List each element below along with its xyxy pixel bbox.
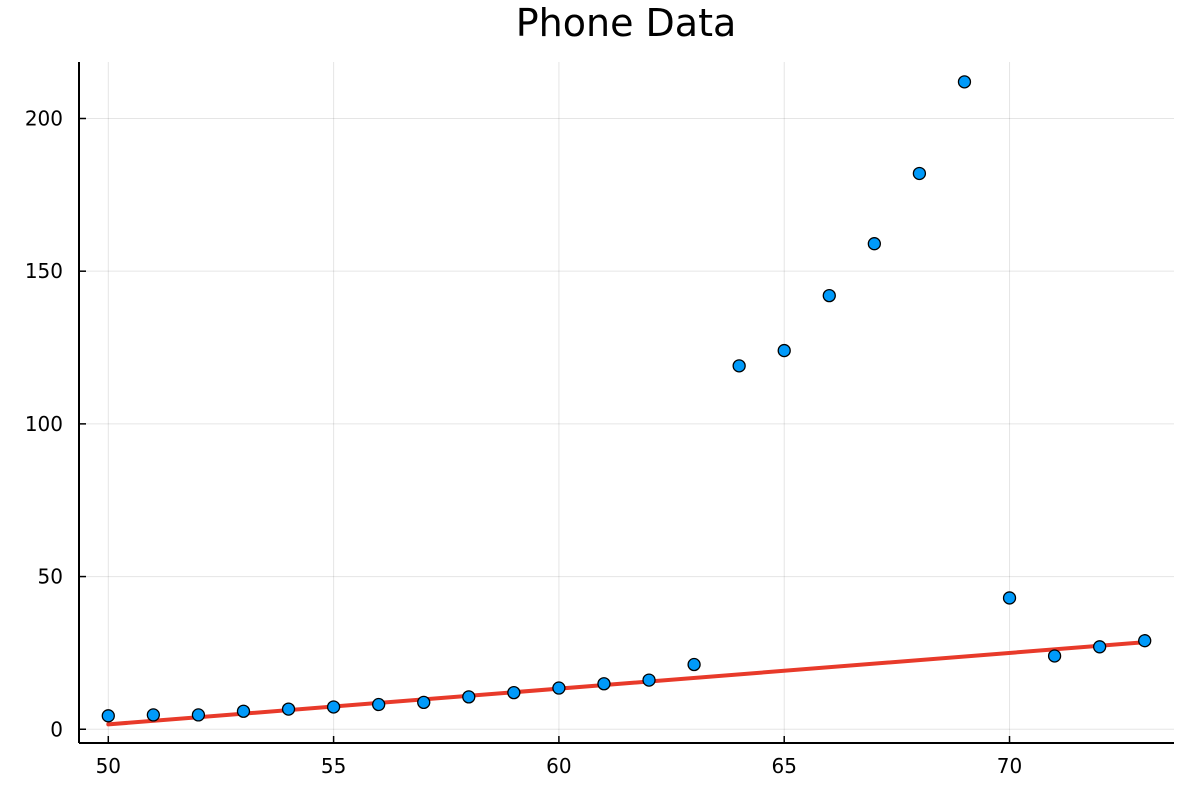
data-point <box>1092 640 1107 654</box>
data-point <box>1138 634 1152 648</box>
scatter-points <box>101 75 1152 723</box>
y-tick-label: 0 <box>50 717 63 741</box>
y-tick-label: 100 <box>25 412 63 436</box>
data-point <box>462 690 476 704</box>
chart-title: Phone Data <box>516 1 737 45</box>
data-point <box>957 75 972 89</box>
data-point <box>687 657 701 672</box>
x-tick-label: 55 <box>321 754 346 778</box>
data-point <box>417 695 431 710</box>
data-point <box>146 708 161 722</box>
data-point <box>101 709 115 723</box>
data-point <box>732 359 746 373</box>
data-point <box>372 697 386 712</box>
x-tick-label: 50 <box>96 754 121 778</box>
data-point <box>1002 591 1017 605</box>
data-point <box>822 288 836 303</box>
data-point <box>236 704 251 718</box>
y-tick-label: 200 <box>25 106 63 130</box>
data-point <box>326 700 341 714</box>
data-point <box>281 702 296 716</box>
x-tick-label: 65 <box>771 754 796 778</box>
grid <box>79 62 1174 743</box>
data-point <box>597 677 611 691</box>
y-tick-label: 150 <box>25 259 63 283</box>
x-tick-label: 70 <box>997 754 1022 778</box>
x-tick-label: 60 <box>546 754 571 778</box>
data-point <box>777 343 791 358</box>
data-point <box>867 237 881 251</box>
data-point <box>552 681 566 695</box>
data-point <box>507 685 521 700</box>
fit-line-layer <box>106 640 1147 727</box>
data-point <box>912 166 927 181</box>
data-point <box>642 673 656 687</box>
y-tick-label: 50 <box>38 565 63 589</box>
tick-labels: 50 55 60 65 70 0 50 100 150 200 <box>25 106 1022 778</box>
data-point <box>191 708 206 722</box>
data-point <box>1047 649 1062 663</box>
axes <box>78 62 1174 744</box>
fit-line <box>106 640 1147 727</box>
